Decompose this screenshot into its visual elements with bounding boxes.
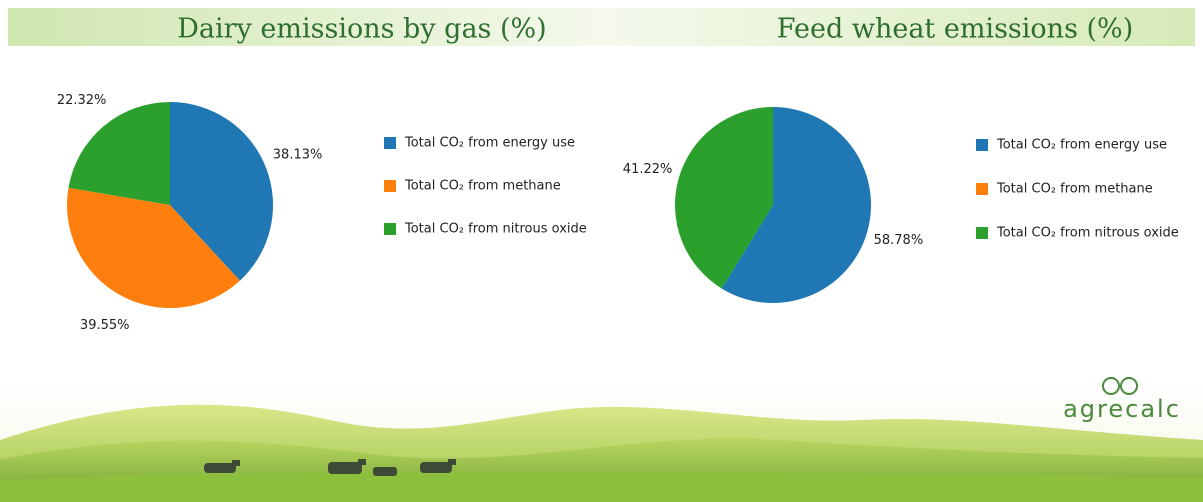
legend-label: Total CO₂ from energy use: [404, 136, 575, 151]
pie-slice: [170, 102, 273, 281]
legend-label: Total CO₂ from nitrous oxide: [404, 222, 587, 237]
pie-slice: [721, 107, 872, 303]
pie-slice: [68, 102, 170, 205]
slice-label: 58.78%: [874, 233, 924, 248]
logo: agrecalc: [1063, 395, 1181, 423]
legend-label: Total CO₂ from nitrous oxide: [996, 226, 1179, 241]
pie-slice: [67, 187, 240, 308]
legend-swatch: [384, 137, 396, 149]
title-band: [8, 8, 1195, 46]
legend-swatch: [976, 227, 988, 239]
logo-icon: [1102, 377, 1138, 395]
chart-title: Feed wheat emissions (%): [777, 14, 1133, 45]
chart-title: Dairy emissions by gas (%): [177, 14, 546, 45]
pie-slice: [675, 107, 773, 289]
legend-label: Total CO₂ from methane: [404, 179, 561, 194]
legend-swatch: [384, 223, 396, 235]
legend-swatch: [976, 139, 988, 151]
slice-label: 22.32%: [57, 93, 107, 108]
legend-label: Total CO₂ from energy use: [996, 138, 1167, 153]
legend-swatch: [976, 183, 988, 195]
legend-label: Total CO₂ from methane: [996, 182, 1153, 197]
slice-label: 41.22%: [623, 162, 673, 177]
slice-label: 38.13%: [273, 148, 323, 163]
slice-label: 39.55%: [80, 318, 130, 333]
legend-swatch: [384, 180, 396, 192]
landscape: [0, 380, 1203, 502]
